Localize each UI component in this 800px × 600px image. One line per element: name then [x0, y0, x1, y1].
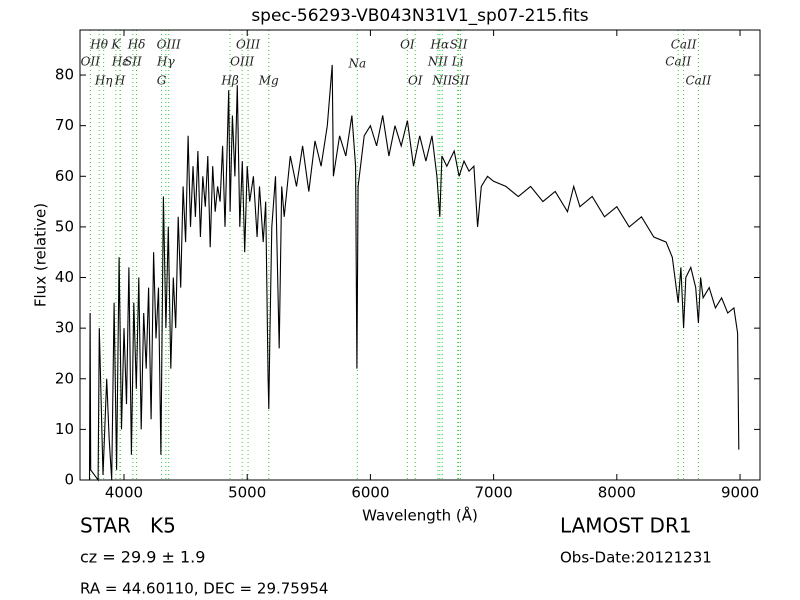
spectral-line-label: G — [157, 74, 167, 88]
spectral-line-label: Hθ — [89, 38, 108, 52]
spectral-line-label: Hε — [111, 55, 129, 69]
y-tick-label: 20 — [55, 369, 74, 387]
spectral-line-label: SII — [124, 55, 142, 69]
x-axis-label: Wavelength (Å) — [362, 506, 478, 525]
y-tick-label: 60 — [55, 167, 74, 185]
spectral-line-label: CaII — [671, 38, 697, 52]
spectral-line-label: OI — [408, 74, 423, 88]
spectral-line-label: Hβ — [220, 74, 238, 88]
spectral-line-label: CaII — [665, 55, 691, 69]
y-tick-label: 0 — [64, 471, 74, 489]
y-axis-label: Flux (relative) — [32, 203, 50, 307]
spectral-line-label: SII — [450, 38, 468, 52]
redshift: cz = 29.9 ± 1.9 — [80, 548, 205, 567]
spectral-line-label: NII — [427, 55, 448, 69]
x-tick-label: 8000 — [598, 484, 636, 502]
survey: LAMOST DR1 — [560, 514, 692, 538]
spectral-line-label: OIII — [236, 38, 260, 52]
spectral-line-label: NII — [431, 74, 452, 88]
plot-frame — [79, 29, 761, 481]
spectral-line-label: Hη — [94, 74, 113, 88]
y-tick-label: 50 — [55, 217, 74, 235]
y-tick-label: 40 — [55, 268, 74, 286]
spectral-line-label: OII — [81, 55, 101, 69]
spectrum-line — [88, 64, 740, 482]
spectral-line-label: Hγ — [156, 55, 175, 69]
spectral-line-label: H — [114, 74, 126, 88]
spectral-line-label: Hα — [429, 38, 449, 52]
spectral-line-label: K — [110, 38, 121, 52]
y-tick-label: 10 — [55, 420, 74, 438]
object-class: STAR K5 — [80, 514, 176, 538]
spectral-line-label: SII — [452, 74, 470, 88]
x-tick-label: 4000 — [105, 484, 143, 502]
x-tick-label: 7000 — [475, 484, 513, 502]
chart-title: spec-56293-VB043N31V1_sp07-215.fits — [251, 6, 588, 26]
spectral-line-label: OIII — [230, 55, 254, 69]
x-tick-label: 6000 — [351, 484, 389, 502]
spectral-line-label: CaII — [685, 74, 711, 88]
coordinates: RA = 44.60110, DEC = 29.75954 — [80, 580, 328, 598]
x-tick-label: 5000 — [228, 484, 266, 502]
obs-date: Obs-Date:20121231 — [560, 549, 712, 567]
spectral-line-label: OIII — [157, 38, 181, 52]
y-tick-label: 30 — [55, 319, 74, 337]
spectral-line-label: Mg — [258, 74, 279, 88]
spectral-line-label: Na — [348, 57, 367, 71]
spectral-line-label: Li — [451, 55, 464, 69]
spectral-line-label: OI — [400, 38, 415, 52]
x-tick-label: 9000 — [721, 484, 759, 502]
spectral-line-label: Hδ — [127, 38, 146, 52]
y-tick-label: 70 — [55, 116, 74, 134]
y-tick-label: 80 — [55, 66, 74, 84]
